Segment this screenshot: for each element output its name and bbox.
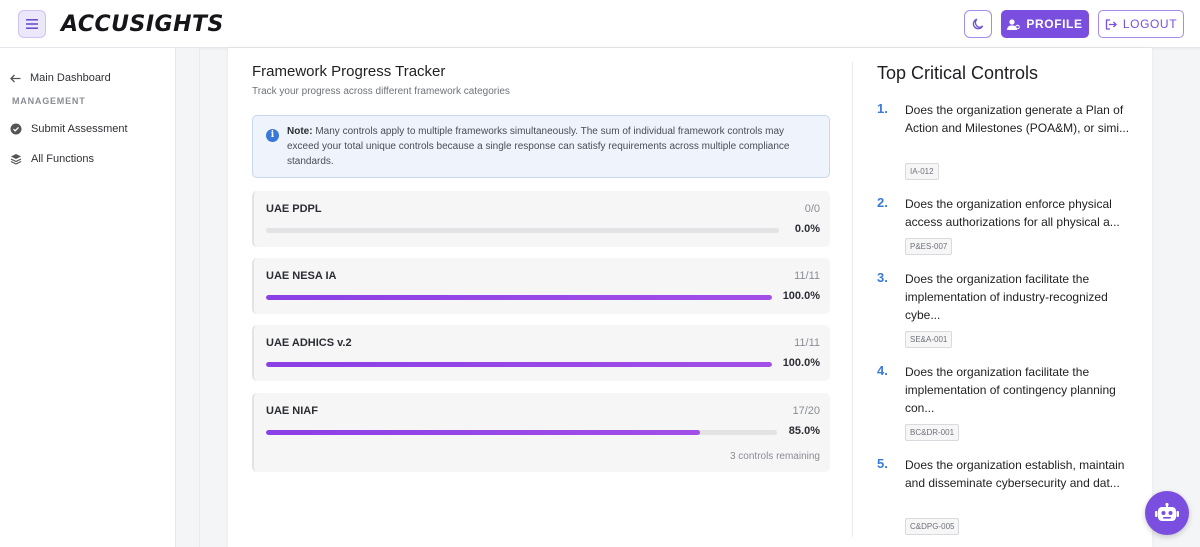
sidebar-item-submit-assessment[interactable]: Submit Assessment [10,123,128,135]
framework-name: UAE NESA IA [266,270,337,282]
framework-count: 17/20 [792,405,820,417]
control-tag: SE&A-001 [905,331,953,348]
check-circle-icon [10,123,22,135]
sidebar-item-label: Submit Assessment [31,123,128,135]
critical-controls-title: Top Critical Controls [877,63,1039,83]
control-tag: IA-012 [905,163,939,180]
note-text: Note: Many controls apply to multiple fr… [287,124,817,169]
framework-progress-track [266,295,772,300]
column-divider [852,62,853,537]
logout-button[interactable]: LOGOUT [1098,10,1184,38]
robot-icon [1155,503,1179,521]
tracker-title: Framework Progress Tracker [252,63,446,80]
chatbot-button[interactable] [1145,491,1189,535]
framework-card-uae-adhics: UAE ADHICS v.2 11/11 100.0% [252,325,830,381]
framework-progress-track [266,362,772,367]
framework-progress-fill [266,295,772,300]
framework-progress-fill [266,430,701,435]
sidebar-item-all-functions[interactable]: All Functions [10,153,94,165]
control-text: Does the organization enforce physical a… [905,197,1120,229]
framework-count: 11/11 [794,337,820,349]
framework-progress-fill [266,362,772,367]
framework-percent: 100.0% [782,290,820,302]
framework-name: UAE PDPL [266,203,322,215]
sidebar-item-label: All Functions [31,153,94,165]
profile-label: PROFILE [1026,17,1083,31]
control-number: 2. [877,195,888,210]
menu-toggle-button[interactable] [18,10,46,38]
control-number: 3. [877,270,888,285]
logout-icon [1105,18,1117,30]
control-text: Does the organization generate a Plan of… [905,103,1130,135]
profile-button[interactable]: PROFILE [1001,10,1089,38]
control-text: Does the organization facilitate the imp… [905,365,1116,415]
framework-count: 11/11 [794,270,820,282]
arrow-left-icon [10,74,21,82]
framework-progress-track [266,228,779,233]
layers-icon [10,154,22,165]
note-label: Note: [287,126,313,137]
brand-logo[interactable]: ACCUSIGHTS [61,12,224,37]
framework-percent: 100.0% [782,357,820,369]
sidebar-item-label: Main Dashboard [30,72,111,84]
framework-progress-track [266,430,777,435]
framework-count: 0/0 [804,203,820,215]
sidebar-item-main-dashboard[interactable]: Main Dashboard [10,72,111,84]
info-note: i Note: Many controls apply to multiple … [252,115,830,178]
framework-name: UAE NIAF [266,405,318,417]
framework-card-uae-pdpl: UAE PDPL 0/0 0.0% [252,191,830,247]
controls-remaining: 3 controls remaining [729,451,820,462]
moon-icon [972,18,984,30]
control-text: Does the organization facilitate the imp… [905,272,1108,322]
theme-toggle-button[interactable] [964,10,992,38]
control-tag: P&ES-007 [905,238,953,255]
hamburger-icon [26,19,38,29]
framework-percent: 0.0% [794,223,820,235]
content-gutter [176,48,200,547]
tracker-subtitle: Track your progress across different fra… [252,86,510,97]
control-number: 1. [877,101,888,116]
framework-percent: 85.0% [788,425,820,437]
control-text: Does the organization establish, maintai… [905,458,1125,490]
note-body: Many controls apply to multiple framewor… [287,126,790,167]
control-tag: BC&DR-001 [905,424,960,441]
main-content-card: Framework Progress Tracker Track your pr… [228,48,1152,547]
top-header: ACCUSIGHTS PROFILE LOGOUT [0,0,1200,48]
info-icon: i [266,129,279,142]
control-number: 5. [877,456,888,471]
logout-label: LOGOUT [1122,17,1178,31]
framework-card-uae-nesa-ia: UAE NESA IA 11/11 100.0% [252,258,830,314]
framework-card-uae-niaf: UAE NIAF 17/20 85.0% 3 controls remainin… [252,393,830,472]
framework-name: UAE ADHICS v.2 [266,337,352,349]
user-gear-icon [1007,18,1021,30]
sidebar-section-heading: MANAGEMENT [12,96,86,106]
sidebar: Main Dashboard MANAGEMENT Submit Assessm… [0,48,176,547]
control-number: 4. [877,363,888,378]
control-tag: C&DPG-005 [905,518,960,535]
